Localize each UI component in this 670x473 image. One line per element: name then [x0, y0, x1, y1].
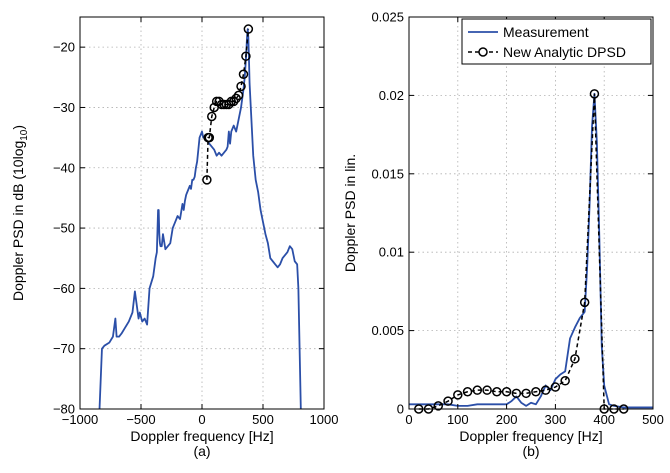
data-point-analytic: [570, 354, 580, 364]
y-tick-label: −30: [53, 100, 75, 115]
data-point-analytic: [482, 385, 492, 395]
data-point-analytic: [243, 24, 254, 34]
data-point-analytic: [501, 387, 512, 397]
y-tick-label: 0.02: [379, 88, 404, 103]
series-line-analytic: [418, 93, 624, 410]
y-tick-label: −20: [53, 40, 75, 55]
legend: Measurement New Analytic DPSD: [461, 18, 652, 65]
data-point-analytic: [492, 387, 502, 397]
panel-b-y-axis-label: Doppler PSD in lin.: [342, 154, 358, 272]
x-tick-label: 400: [593, 412, 615, 427]
data-point-analytic: [433, 401, 444, 411]
panel-a-caption: (a): [193, 443, 210, 459]
x-tick-label: 200: [496, 412, 518, 427]
x-tick-label: −500: [126, 412, 155, 427]
data-point-analytic: [472, 385, 483, 395]
panel-a: −1000 −500 0 500 1000 −80 −70 −60 −50 −40 −30 −20 D…: [10, 16, 339, 459]
series-line-measurement: [409, 92, 653, 409]
data-point-analytic: [453, 390, 463, 400]
data-point-analytic: [589, 89, 600, 99]
data-point-analytic: [540, 385, 551, 395]
panel-a-series: [98, 24, 302, 409]
series-line-measurement: [98, 28, 302, 409]
data-point-analytic: [241, 51, 251, 61]
x-tick-label: −1000: [62, 412, 99, 427]
data-point-analytic: [238, 69, 249, 80]
y-tick-label: 0.005: [371, 323, 404, 338]
panel-b: 0 100 200 300 400 500 0 0.005 0.01 0.015 0.02 0.025…: [342, 10, 664, 460]
y-tick-label: 0.01: [379, 245, 404, 260]
data-point-analytic: [233, 90, 244, 101]
legend-analytic-marker: [478, 47, 488, 57]
data-point-analytic: [462, 387, 473, 397]
data-point-analytic: [560, 376, 570, 386]
data-point-analytic: [207, 111, 217, 122]
legend-box: [461, 18, 652, 65]
legend-analytic-label: New Analytic DPSD: [503, 44, 626, 60]
panel-a-x-axis-label: Doppler frequency [Hz]: [130, 428, 273, 444]
series-line-analytic: [206, 28, 250, 180]
x-tick-label: 0: [405, 412, 412, 427]
panel-b-caption: (b): [522, 443, 539, 459]
x-tick-label: 1000: [310, 412, 339, 427]
x-tick-label: 300: [545, 412, 567, 427]
panel-b-ticks: 0 100 200 300 400 500 0 0.005 0.01 0.015 0.02 0.025: [371, 10, 663, 428]
data-point-analytic: [550, 382, 561, 392]
data-point-analytic: [531, 387, 541, 397]
panel-a-y-axis-label-tail: ): [10, 125, 26, 130]
data-point-analytic: [579, 297, 590, 308]
y-tick-label: −60: [53, 281, 75, 296]
x-tick-label: 500: [252, 412, 274, 427]
y-tick-label: 0.025: [371, 10, 404, 25]
panel-b-frame: [408, 16, 654, 410]
y-tick-label: 0: [397, 402, 404, 417]
x-tick-label: 0: [198, 412, 205, 427]
panel-a-y-axis-label-subscript: 10: [19, 129, 30, 141]
panel-a-ticks: −1000 −500 0 500 1000 −80 −70 −60 −50 −40 −30 −20: [53, 17, 339, 427]
data-point-analytic: [202, 175, 212, 185]
y-tick-label: −40: [53, 160, 75, 175]
legend-measurement-label: Measurement: [503, 24, 589, 40]
panel-b-x-axis-label: Doppler frequency [Hz]: [459, 428, 602, 444]
data-point-analytic: [236, 81, 246, 92]
x-tick-label: 500: [642, 412, 664, 427]
x-tick-label: 100: [447, 412, 469, 427]
panel-b-grid: [409, 17, 653, 409]
y-tick-label: −50: [53, 221, 75, 236]
data-point-analytic: [204, 132, 215, 143]
y-tick-label: −70: [53, 341, 75, 356]
y-tick-label: −80: [53, 402, 75, 417]
panel-b-series: [409, 89, 653, 414]
panel-a-y-axis-label-main: Doppler PSD in dB (10log: [10, 141, 26, 301]
data-point-analytic: [511, 388, 522, 399]
data-point-analytic: [521, 388, 531, 399]
y-tick-label: 0.015: [371, 166, 404, 181]
panel-a-y-axis-label: Doppler PSD in dB (10log10): [10, 125, 30, 301]
data-point-analytic: [443, 396, 453, 406]
panel-a-grid: [80, 17, 324, 409]
